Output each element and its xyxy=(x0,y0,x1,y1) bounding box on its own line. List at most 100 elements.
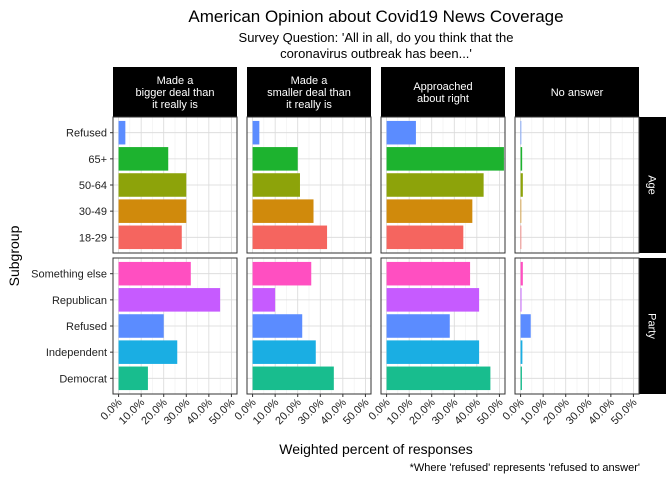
column-strip-label: it really is xyxy=(152,99,198,111)
facet-panel xyxy=(246,257,372,395)
bar xyxy=(386,366,491,391)
bar xyxy=(386,340,480,364)
chart-title: American Opinion about Covid19 News Cove… xyxy=(188,7,563,26)
chart-subtitle-line-1: Survey Question: 'All in all, do you thi… xyxy=(239,30,514,45)
bar xyxy=(520,199,522,223)
bar xyxy=(118,173,187,197)
y-axis-title: Subgroup xyxy=(6,225,22,286)
bar xyxy=(520,173,523,197)
bar xyxy=(118,225,182,250)
bar xyxy=(520,288,522,312)
bar xyxy=(386,147,504,171)
panel-border xyxy=(380,116,506,254)
bar xyxy=(252,120,260,145)
y-tick-label: 30-49 xyxy=(79,206,107,218)
x-tick-label: 50.0% xyxy=(207,396,238,427)
row-strip: Age xyxy=(639,117,666,253)
bar xyxy=(386,314,450,338)
bar xyxy=(118,199,187,223)
column-strip-bg xyxy=(381,67,505,117)
bar xyxy=(118,366,148,391)
panel-border xyxy=(380,257,506,395)
row-strip-label: Party xyxy=(646,313,658,339)
row-strip: Party xyxy=(639,258,666,394)
column-strip-label: Approached xyxy=(413,81,472,93)
x-tick-label: 50.0% xyxy=(341,396,372,427)
bar xyxy=(252,261,312,286)
bar xyxy=(118,147,169,171)
y-tick-label: Refused xyxy=(66,321,107,333)
column-strip: No answer xyxy=(515,67,639,117)
column-strip-label: about right xyxy=(417,93,469,105)
row-strip-bg xyxy=(639,258,666,394)
chart-subtitle-line-2: coronavirus outbreak has been...' xyxy=(280,46,472,61)
bar xyxy=(252,340,316,364)
bar xyxy=(520,120,522,145)
bar xyxy=(252,225,328,250)
panel-border xyxy=(246,116,372,254)
bar xyxy=(386,173,484,197)
bar xyxy=(252,314,303,338)
column-strip-label: No answer xyxy=(551,87,604,99)
panel-border xyxy=(514,116,640,254)
bar xyxy=(520,261,523,286)
y-tick-label: Something else xyxy=(31,269,107,281)
bar xyxy=(386,261,471,286)
column-strip-label: Made a xyxy=(157,75,195,87)
bar xyxy=(252,147,298,171)
row-strip-bg xyxy=(639,117,666,253)
bar xyxy=(520,147,523,171)
bar xyxy=(386,288,480,312)
x-tick-label: 50.0% xyxy=(475,396,506,427)
y-tick-label: 50-64 xyxy=(79,180,107,192)
y-tick-label: Republican xyxy=(52,295,107,307)
bar xyxy=(118,340,178,364)
bar xyxy=(252,366,334,391)
bar xyxy=(118,261,191,286)
y-tick-label: Refused xyxy=(66,128,107,140)
x-tick-label: 50.0% xyxy=(609,396,640,427)
bar xyxy=(520,314,531,338)
bar xyxy=(118,314,164,338)
bar xyxy=(386,225,464,250)
facet-panel xyxy=(112,116,238,254)
facet-panel xyxy=(246,116,372,254)
facet-panel xyxy=(380,116,506,254)
bar xyxy=(520,225,522,250)
panel-border xyxy=(514,257,640,395)
column-strip-label: smaller deal than xyxy=(267,87,351,99)
y-tick-label: 65+ xyxy=(88,154,107,166)
chart-caption: *Where 'refused' represents 'refused to … xyxy=(410,462,640,474)
y-tick-label: 18-29 xyxy=(79,232,107,244)
column-strip-label: it really is xyxy=(286,99,332,111)
column-strip-label: bigger deal than xyxy=(136,87,215,99)
bar xyxy=(386,199,473,223)
x-axis-title: Weighted percent of responses xyxy=(279,441,473,457)
bar xyxy=(118,288,221,312)
bar xyxy=(252,173,300,197)
column-strip-bg xyxy=(515,67,639,117)
facet-panel xyxy=(112,257,238,395)
column-strip-bg xyxy=(113,67,237,117)
panel-border xyxy=(112,116,238,254)
bar xyxy=(252,288,276,312)
bar xyxy=(118,120,126,145)
bar xyxy=(386,120,416,145)
y-tick-label: Independent xyxy=(46,347,107,359)
bar xyxy=(520,366,522,391)
facet-panel xyxy=(514,257,640,395)
row-strip-label: Age xyxy=(646,175,658,195)
panel-border xyxy=(246,257,372,395)
facet-panel xyxy=(380,257,506,395)
bar xyxy=(520,340,523,364)
column-strip-label: Made a xyxy=(291,75,329,87)
bar xyxy=(252,199,314,223)
column-strip-bg xyxy=(247,67,371,117)
y-tick-label: Democrat xyxy=(59,373,107,385)
panel-border xyxy=(112,257,238,395)
